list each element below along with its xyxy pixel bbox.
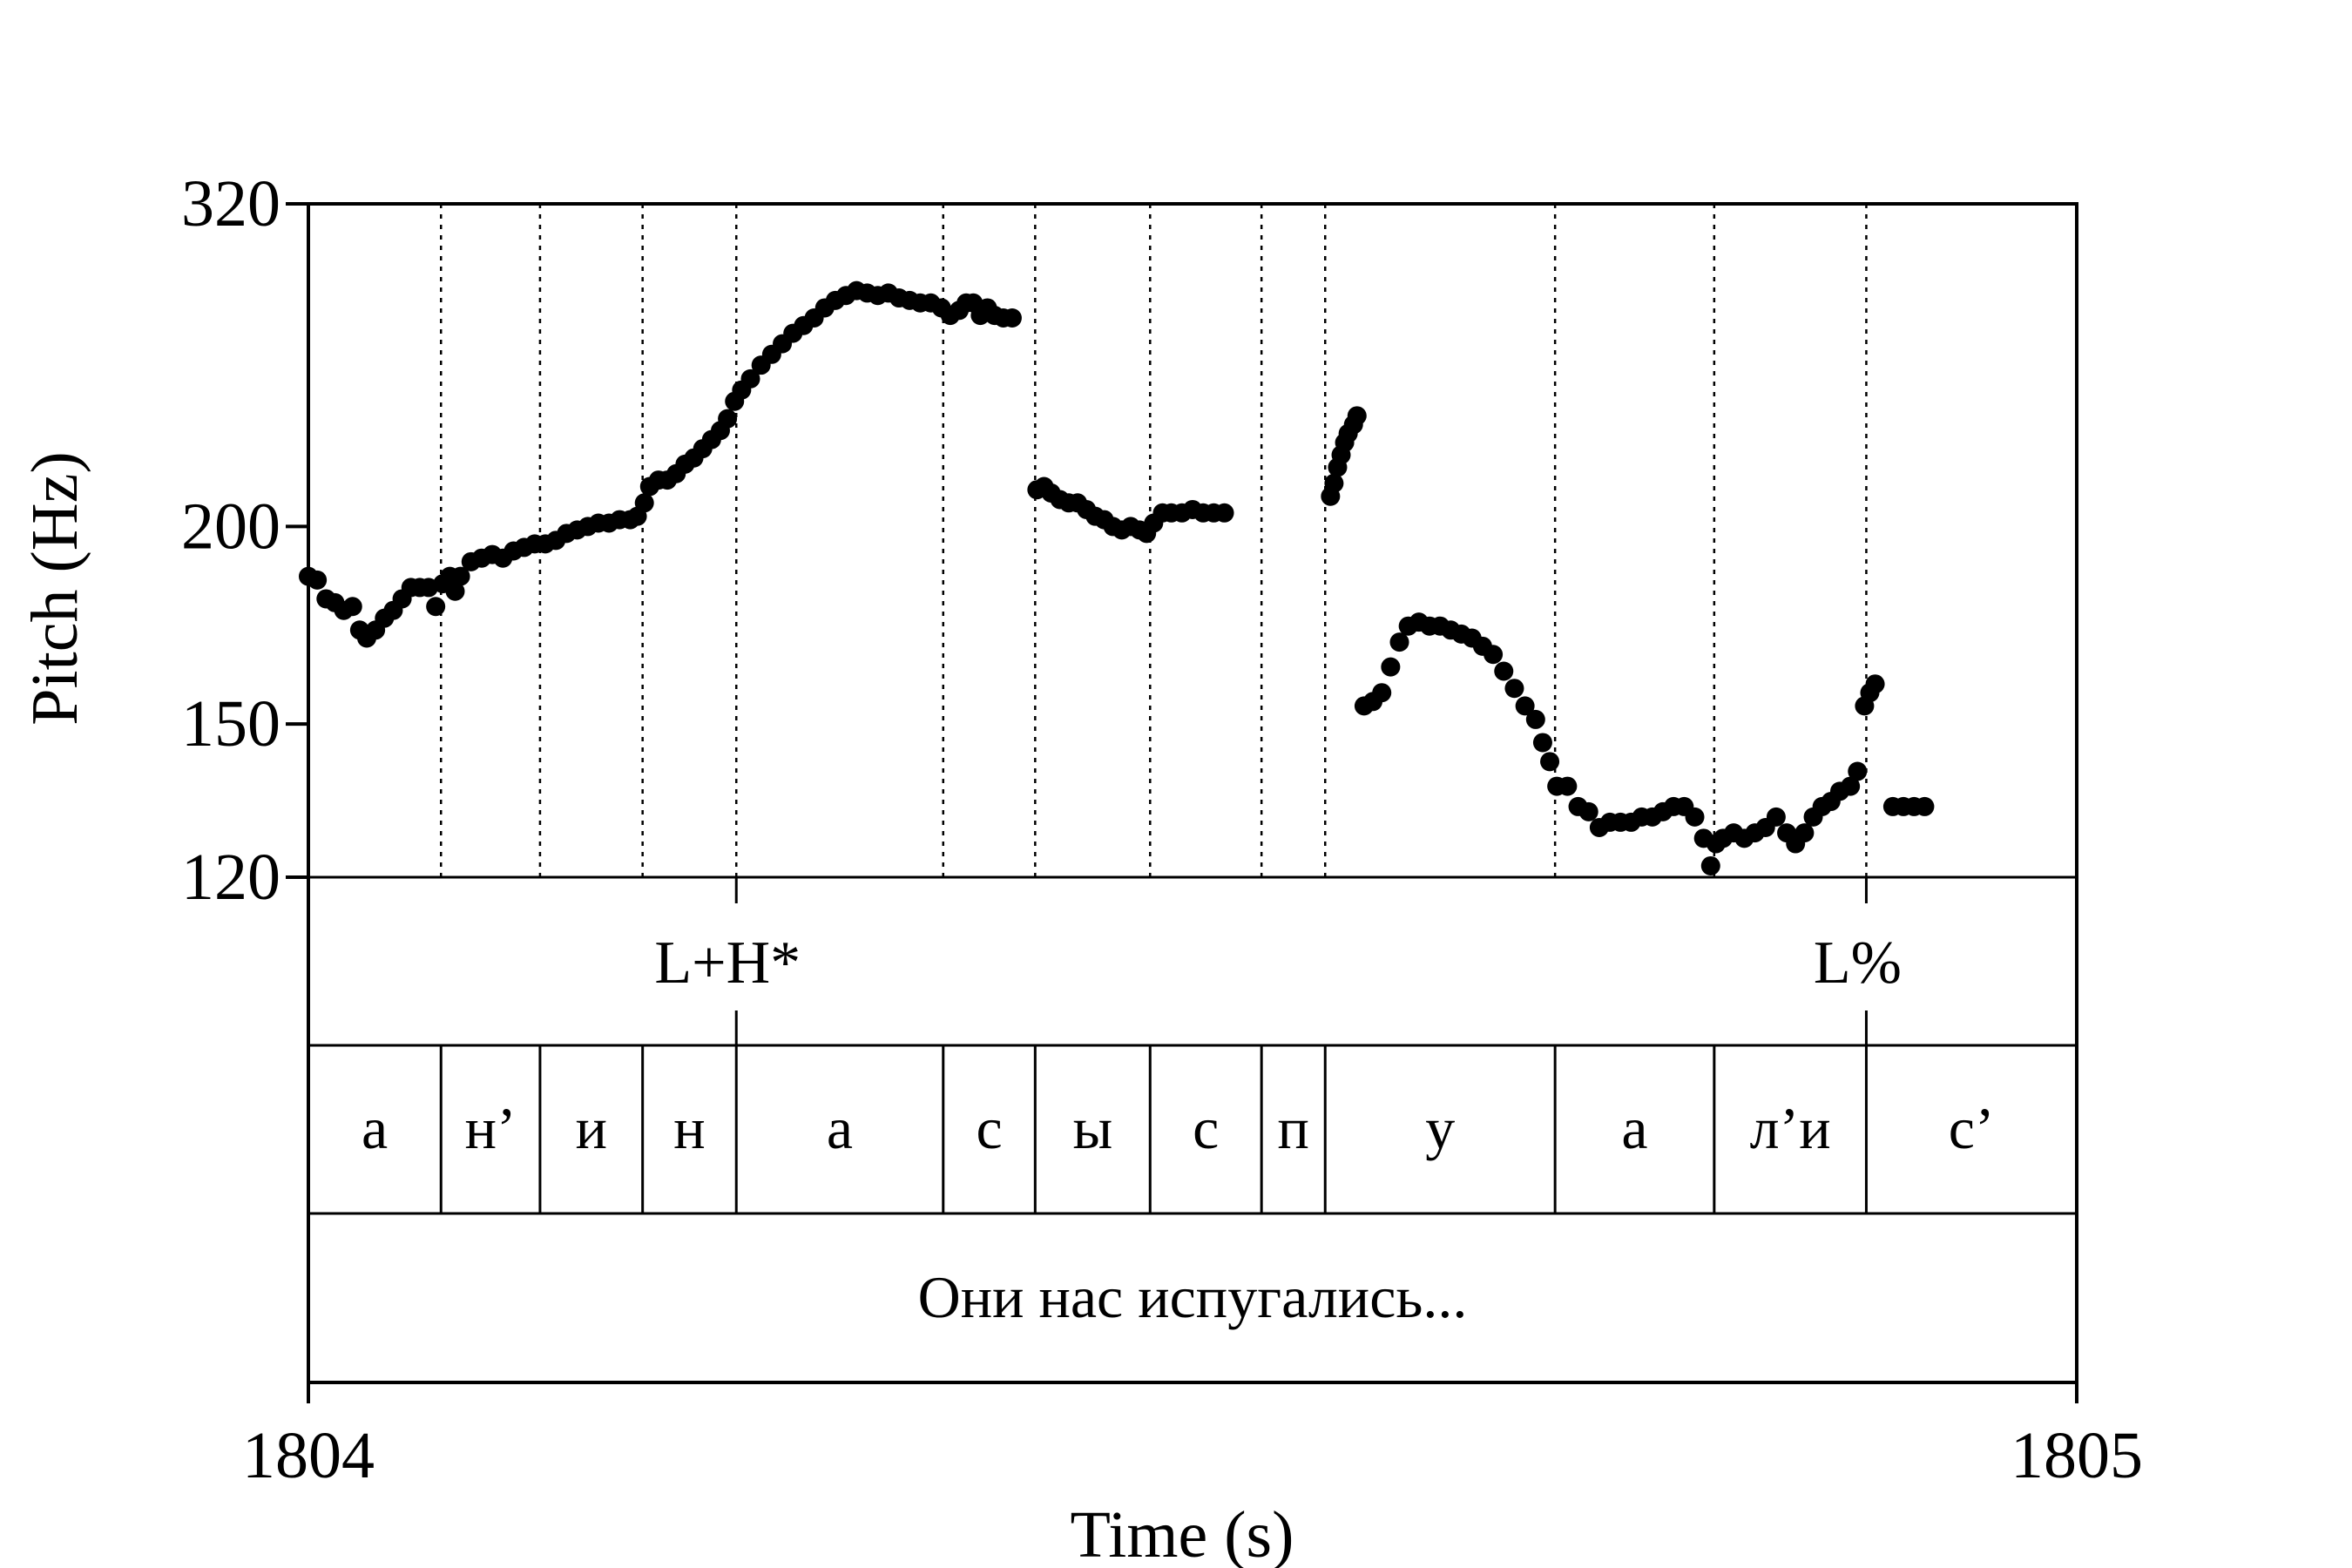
pitch-point bbox=[1389, 632, 1409, 652]
segment-label: а bbox=[362, 1095, 388, 1161]
segment-label: ы bbox=[1072, 1095, 1112, 1161]
y-axis-title: Pitch (Hz) bbox=[18, 451, 91, 725]
pitch-point bbox=[1540, 752, 1560, 772]
segment-label: а bbox=[827, 1095, 853, 1161]
pitch-point bbox=[1848, 761, 1868, 781]
segment-label: п bbox=[1278, 1095, 1309, 1161]
pitch-point bbox=[1381, 657, 1401, 677]
segment-boundary-lines bbox=[440, 204, 1868, 877]
segment-label: с bbox=[1193, 1095, 1219, 1161]
segment-label: а bbox=[1621, 1095, 1647, 1161]
pitch-point bbox=[1558, 776, 1578, 796]
segment-label: с bbox=[976, 1095, 1002, 1161]
pitch-point bbox=[445, 581, 465, 601]
pitch-point bbox=[1841, 776, 1861, 796]
x-axis-ticks: 1804 1805 bbox=[242, 1382, 2143, 1492]
segment-label: у bbox=[1425, 1095, 1455, 1161]
y-axis-ticks: 320 200 150 120 bbox=[181, 167, 308, 914]
y-tick-label: 120 bbox=[181, 841, 280, 914]
pitch-point bbox=[1324, 473, 1344, 493]
segment-tier: а н’ и н а с ы с п у а л’и с’ bbox=[362, 1045, 1995, 1213]
pitch-point bbox=[1915, 796, 1935, 816]
pitch-point bbox=[1002, 308, 1022, 328]
pitch-point bbox=[1525, 709, 1545, 729]
tone-label: L% bbox=[1814, 929, 1902, 997]
segment-label: н’ bbox=[465, 1095, 517, 1161]
pitch-point bbox=[450, 566, 470, 586]
pitch-point bbox=[1685, 807, 1705, 827]
pitch-point bbox=[1494, 661, 1514, 681]
y-tick-label: 320 bbox=[181, 167, 280, 240]
pitch-points bbox=[299, 280, 1935, 875]
x-tick-label: 1805 bbox=[2011, 1419, 2143, 1492]
pitch-point bbox=[634, 493, 654, 513]
y-tick-label: 150 bbox=[181, 687, 280, 760]
pitch-point bbox=[1865, 674, 1885, 694]
pitch-point bbox=[1515, 696, 1535, 716]
segment-label: с’ bbox=[1949, 1095, 1995, 1161]
pitch-point bbox=[1214, 503, 1234, 523]
tone-label: L+H* bbox=[654, 929, 801, 997]
segment-label: л’и bbox=[1750, 1095, 1831, 1161]
pitch-point bbox=[718, 409, 738, 429]
x-tick-label: 1804 bbox=[242, 1419, 375, 1492]
pitch-point bbox=[1794, 823, 1815, 843]
pitch-point bbox=[1504, 679, 1524, 699]
pitch-point bbox=[1484, 645, 1504, 665]
pitch-point bbox=[426, 597, 446, 617]
pitch-point bbox=[740, 368, 760, 389]
segment-label: н bbox=[673, 1095, 705, 1161]
pitch-point bbox=[1766, 807, 1786, 827]
pitch-point bbox=[1578, 801, 1598, 821]
x-axis-title: Time (s) bbox=[1071, 1498, 1294, 1568]
pitch-point bbox=[1700, 855, 1720, 875]
segment-label: и bbox=[576, 1095, 607, 1161]
pitch-point bbox=[1372, 683, 1392, 703]
pitch-point bbox=[342, 597, 362, 617]
tone-tier: L+H* L% bbox=[654, 877, 1902, 1045]
pitch-point bbox=[1532, 733, 1552, 753]
sentence-text: Они нас испугались... bbox=[918, 1264, 1468, 1330]
y-tick-label: 200 bbox=[181, 490, 280, 563]
figure-frame bbox=[307, 202, 2078, 1384]
pitch-point bbox=[1347, 406, 1367, 426]
outer-frame bbox=[307, 202, 2078, 1384]
pitch-point bbox=[308, 570, 328, 590]
